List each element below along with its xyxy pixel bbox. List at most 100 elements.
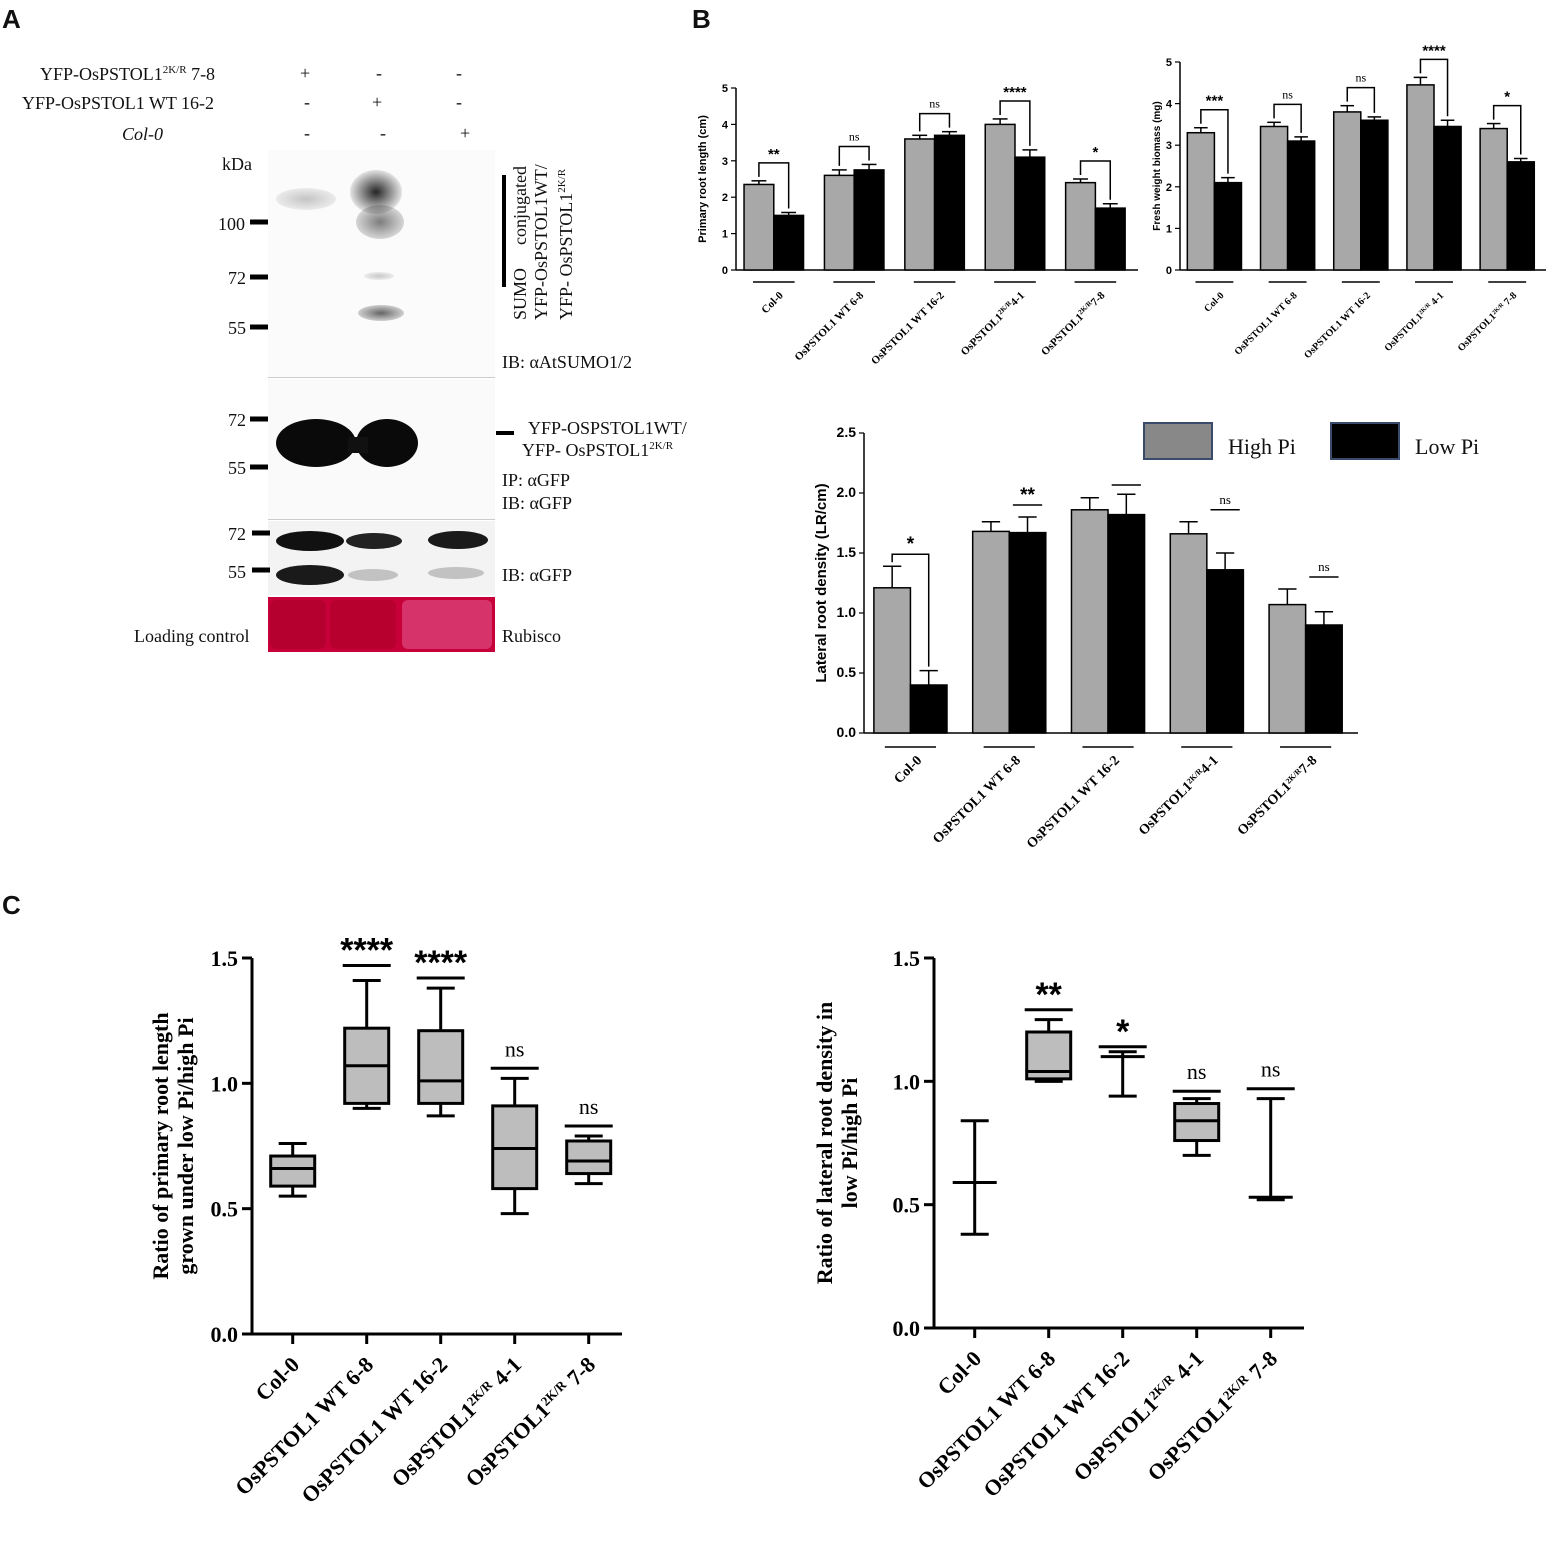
blot-band [428,567,484,579]
bar-low-pi [933,134,966,271]
significance-label: **** [1422,42,1446,59]
category-label: Col-0 [250,1352,304,1406]
box [269,1154,317,1188]
blot-band [346,533,402,549]
sumo-blot-image [268,150,495,378]
bar-high-pi [971,530,1010,734]
box-chart-c2: 0.0 0.5 1.0 1.5 Ratio of lateral root densit… [812,946,1304,1341]
significance-label: ** [768,146,780,163]
significance-label: ** [1020,485,1035,506]
bar-high-pi [1406,84,1435,271]
sig-bracket [891,553,930,667]
rubisco-lane [402,600,492,649]
blot-mark: + [460,123,471,143]
sig-bracket [758,162,790,209]
blot-mark: + [300,63,311,83]
significance-label: * [1504,89,1510,106]
box-chart-c1: 0.0 0.5 1.0 1.5 Ratio of primary root length… [148,932,622,1347]
y-tick-label: 0.5 [837,664,857,680]
category-label: OsPSTOL12K/R 4-1 [1383,290,1446,353]
significance-label: ns [1355,71,1366,85]
y-tick-label: 0.5 [893,1193,921,1218]
bar-low-pi [1008,531,1047,734]
blot-image-bottom [268,521,495,595]
yfp-label-2: YFP- OsPSTOL12K/R [522,440,674,460]
y-tick-label: 1.0 [211,1071,239,1096]
bar-high-pi [1332,111,1362,271]
y-tick-label: 4 [722,119,729,131]
y-tick-label: 5 [1166,57,1172,69]
bar-high-pi [823,174,855,271]
y-tick-label: 3 [1166,140,1172,152]
blot-row-label-wt: YFP-OsPSTOL1 WT 16-2 [22,93,215,113]
category-label: OsPSTOL12K/R 4-1 [386,1352,526,1492]
sig-bracket [1079,160,1112,200]
blot-band [348,569,398,581]
y-tick-label: 0.0 [893,1316,921,1341]
panel-label-b: B [692,4,711,34]
bar-high-pi [1268,603,1307,734]
bar-low-pi [1094,207,1126,271]
loading-control-label: Loading control [134,626,250,646]
ib-sumo-label: IB: αAtSUMO1/2 [502,352,632,372]
category-label: OsPSTOL1 WT 6-8 [912,1346,1060,1494]
sig-bracket [1346,86,1376,113]
category-label: OsPSTOL1 WT 6-8 [230,1352,378,1500]
category-label: OsPSTOL12K/R4-1 [958,289,1027,358]
rubisco-lane [330,600,396,649]
blot-band [428,531,488,549]
ip-gfp-label: IP: αGFP [502,470,570,490]
bar-high-pi [904,138,936,271]
bar-low-pi [853,169,885,271]
kda-label: kDa [222,154,252,174]
legend-swatch-low [1330,422,1400,460]
category-label: Col-0 [1202,290,1226,314]
bar-low-pi [773,214,805,271]
y-tick-label: 1.0 [837,604,857,620]
rubisco-stain [268,597,495,652]
bar-low-pi [1360,119,1389,271]
category-label: OsPSTOL1 WT 16-2 [296,1352,452,1508]
yfp-label-1: YFP-OSPSTOL1WT/ [528,418,687,438]
category-label: OsPSTOL1 WT 16-2 [1302,290,1373,361]
y-tick-label: 2.5 [837,424,857,440]
blot-row-label-col0: Col-0 [122,124,164,144]
blot-mark: - [304,123,310,143]
category-label: OsPSTOL12K/R 7-8 [1456,290,1519,353]
category-label: OsPSTOL12K/R 7-8 [460,1352,600,1492]
blot-band [276,531,344,551]
ib-gfp-label: IB: αGFP [502,565,572,585]
significance-label: * [907,534,915,555]
rubisco-label: Rubisco [502,626,562,646]
bar-low-pi [1014,156,1046,271]
significance-label: ** [1035,976,1062,1014]
panel-label-c: C [2,890,21,920]
y-tick-label: 0.0 [211,1322,239,1347]
bar-low-pi [1304,624,1343,734]
bar-low-pi [1506,161,1536,271]
marker-55: 55 [228,458,246,478]
bar-high-pi [1479,127,1508,271]
blot-mark: - [380,123,386,143]
significance-label: ns [1261,1057,1281,1082]
y-axis-label: Lateral root density (LR/cm) [813,483,830,682]
blot-smear [276,188,336,210]
blot-mark: - [376,63,382,83]
bar-high-pi [1070,509,1109,734]
ib-gfp-label: IB: αGFP [502,493,572,513]
bar-high-pi [1186,131,1216,271]
y-tick-label: 5 [722,83,728,95]
y-tick-label: 1.5 [893,946,921,971]
y-tick-label: 2.0 [837,484,857,500]
y-tick-label: 2 [1166,182,1172,194]
y-axis-label: Ratio of primary root lengthgrown under … [148,1012,198,1279]
significance-label: ns [929,97,940,111]
category-label: OsPSTOL1 WT 16-2 [978,1346,1134,1502]
marker-72: 72 [228,524,246,544]
bar-low-pi [1206,569,1245,734]
y-axis-label: Fresh weight biomass (mg) [1152,101,1163,230]
blot-mark: - [304,92,310,112]
y-axis-label: Primary root length (cm) [697,115,709,243]
